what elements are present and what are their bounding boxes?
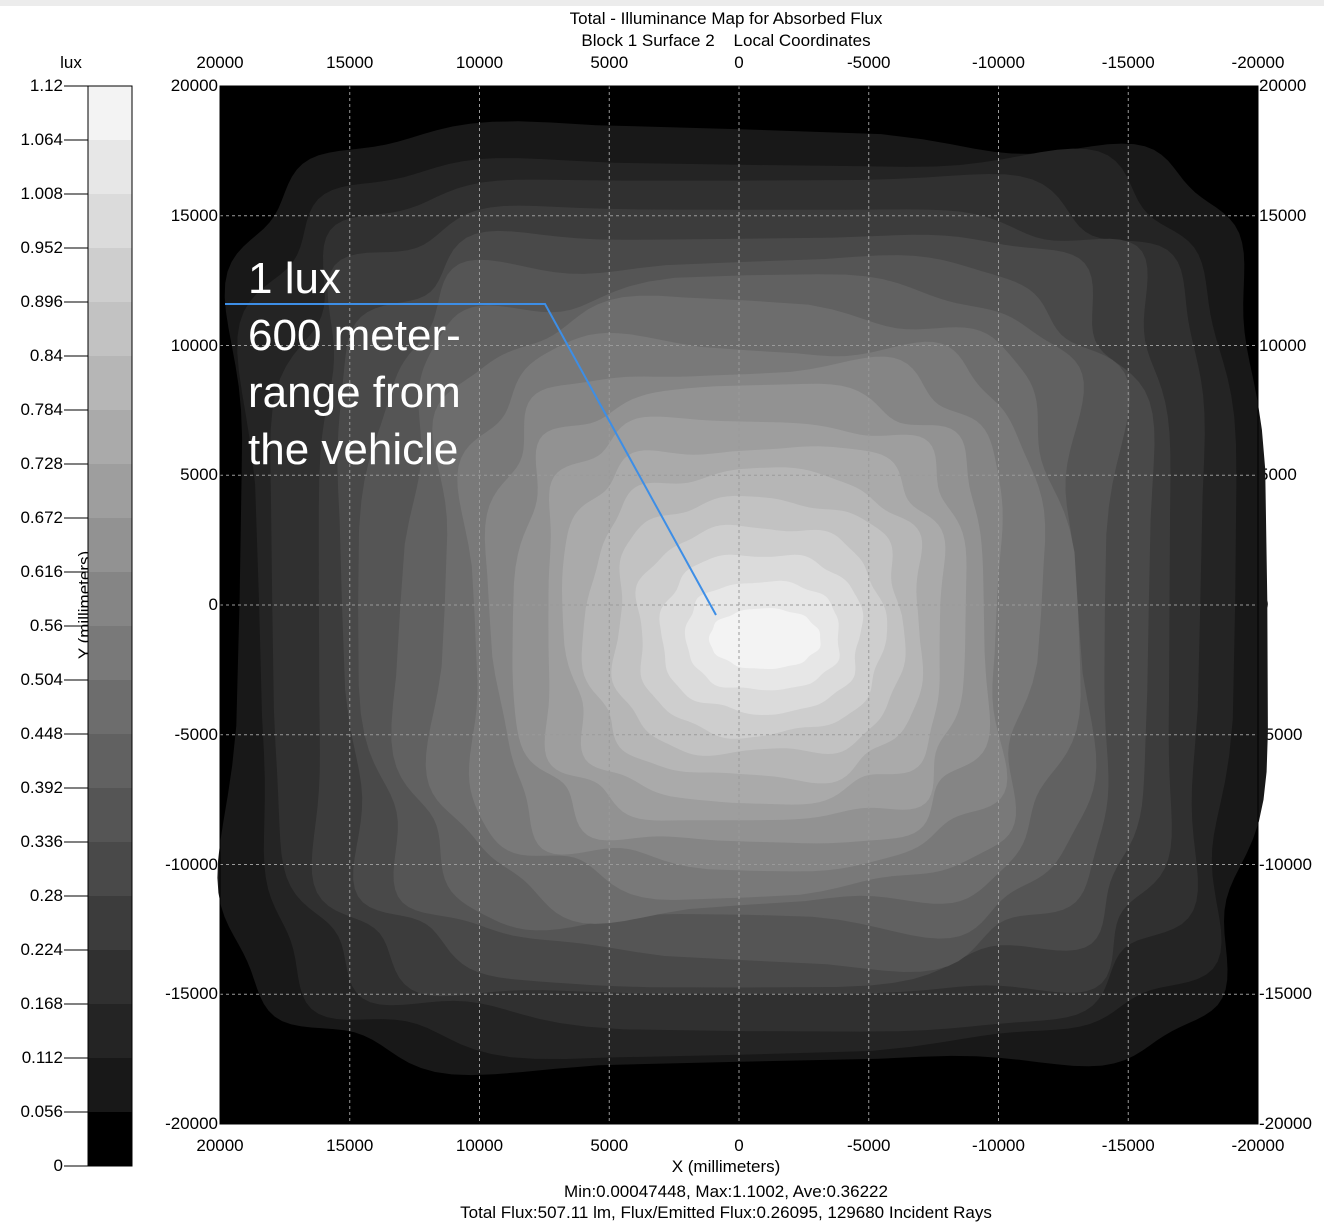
y-tick-label-right: -15000 [1259,984,1312,1004]
colorbar-segment [88,1004,132,1058]
x-tick-label-bottom: -10000 [972,1136,1025,1155]
y-tick-label-right: 5000 [1259,465,1297,485]
colorbar-tick-label: 0.112 [21,1048,63,1067]
colorbar-tick-label: 0.448 [20,724,63,743]
colorbar-tick-label: 0.28 [29,886,63,905]
y-tick-label-right: 15000 [1259,205,1307,225]
x-tick-label-top: 5000 [590,53,629,72]
annotation-line: 600 meter- [248,311,461,360]
y-tick-label-right: 20000 [1259,76,1307,95]
x-tick-label-top: 10000 [455,53,504,72]
colorbar-segment [88,356,132,410]
y-tick-label-right: -5000 [1259,724,1303,744]
annotation-line: the vehicle [248,425,459,474]
colorbar-tick-label: 0.056 [20,1102,63,1121]
colorbar-segment [88,140,132,194]
colorbar-segment [88,680,132,734]
colorbar-segment [88,842,132,896]
contour-bands [217,121,1268,1076]
colorbar-tick-label: 0.672 [20,508,63,527]
x-tick-label-top: 15000 [326,53,374,72]
y-tick-label-left: -10000 [165,854,218,874]
x-tick-label-top: -15000 [1101,53,1155,72]
colorbar-segment [88,626,132,680]
colorbar-tick-label: 0.616 [20,562,63,581]
colorbar-segment [88,788,132,842]
y-tick-label-right: -20000 [1259,1114,1312,1133]
y-tick-label-right: 10000 [1259,335,1307,355]
annotation-line: 1 lux [248,254,341,303]
colorbar-tick-label: 1.064 [20,130,63,149]
colorbar-tick-label: 0.504 [20,670,63,689]
y-tick-label-left: -5000 [174,724,218,744]
y-tick-label-right: -10000 [1259,854,1312,874]
y-tick-label-left: 20000 [170,76,218,95]
colorbar-segment [88,248,132,302]
colorbar-segment [88,1058,132,1112]
y-tick-label-left: 15000 [170,205,218,225]
colorbar-tick-label: 0.224 [20,940,63,959]
x-tick-label-bottom: -15000 [1101,1136,1155,1155]
colorbar-segment [88,950,132,1004]
x-tick-label-top: -5000 [847,53,891,72]
colorbar-label: lux [60,53,82,72]
colorbar-tick-label: 0.56 [29,616,63,635]
colorbar-segment [88,410,132,464]
colorbar-segment [88,194,132,248]
colorbar-segment [88,1112,132,1166]
chart-title: Total - Illuminance Map for Absorbed Flu… [569,9,883,28]
colorbar-tick-label: 0.392 [20,778,63,797]
x-tick-label-bottom: 15000 [326,1136,374,1155]
colorbar-tick-label: 0 [53,1156,63,1175]
colorbar-tick-label: 0.336 [20,832,63,851]
y-tick-label-left: 5000 [180,465,218,485]
colorbar-segment [88,86,132,140]
top-band [0,0,1324,6]
x-tick-label-top: -20000 [1231,53,1285,72]
x-tick-label-bottom: -20000 [1231,1136,1285,1155]
x-tick-label-top: 20000 [196,53,244,72]
annotation-leader-line [225,303,717,616]
x-tick-label-bottom: 0 [734,1136,744,1155]
colorbar-tick-label: 0.168 [20,994,63,1013]
colorbar-tick-label: 0.952 [20,238,63,257]
colorbar-segment [88,518,132,572]
contour-band-19 [708,608,821,669]
colorbar-segment [88,464,132,518]
colorbar-tick-label: 0.84 [29,346,63,365]
y-tick-label-left: 10000 [170,335,218,355]
colorbar-segment [88,302,132,356]
colorbar-tick-label: 1.12 [29,76,63,95]
colorbar-tick-label: 0.896 [20,292,63,311]
colorbar-tick-label: 1.008 [20,184,63,203]
colorbar-tick-label: 0.784 [20,400,63,419]
x-tick-label-bottom: -5000 [847,1136,891,1155]
x-tick-label-bottom: 20000 [196,1136,244,1155]
x-tick-label-top: 0 [734,53,744,72]
y-tick-label-left: -15000 [165,984,218,1004]
chart-subtitle: Block 1 Surface 2 Local Coordinates [581,31,871,50]
y-tick-label-left: 0 [208,595,218,614]
colorbar-tick-label: 0.728 [20,454,63,473]
colorbar-segment [88,572,132,626]
y-tick-label-left: -20000 [165,1114,218,1133]
plot-frame [219,85,1259,1125]
colorbar-segment [88,896,132,950]
x-tick-label-top: -10000 [972,53,1025,72]
colorbar-segment [88,734,132,788]
stats-line-1: Min:0.00047448, Max:1.1002, Ave:0.36222 [564,1182,888,1201]
x-tick-label-bottom: 5000 [590,1136,629,1155]
x-axis-label: X (millimeters) [671,1157,781,1176]
stats-line-2: Total Flux:507.11 lm, Flux/Emitted Flux:… [460,1203,992,1222]
annotation-line: range from [248,368,461,417]
x-tick-label-bottom: 10000 [455,1136,504,1155]
